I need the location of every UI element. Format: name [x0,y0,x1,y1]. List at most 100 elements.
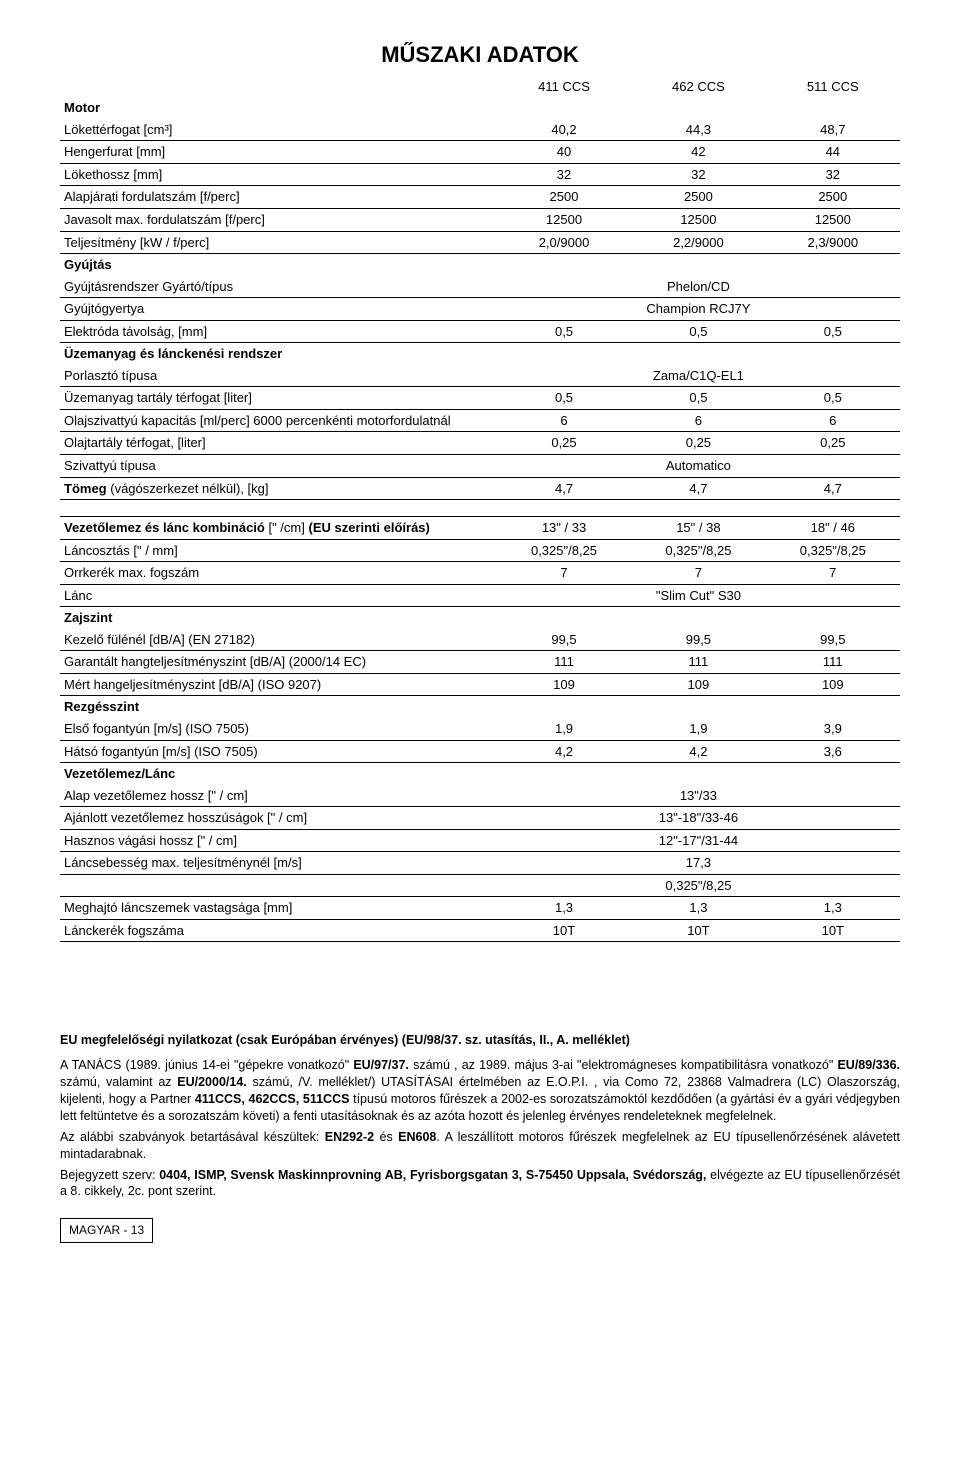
row-label: Gyújtásrendszer Gyártó/típus [60,276,497,298]
row-value: 10T [766,919,900,942]
row-value: 109 [631,673,765,696]
row-label: Meghajtó láncszemek vastagsága [mm] [60,897,497,920]
row-value: 3,9 [766,718,900,740]
row-value: 0,5 [497,320,631,343]
row-value: 2500 [766,186,900,209]
row-value: 17,3 [497,852,900,875]
row-value: 1,9 [497,718,631,740]
section-header: Vezetőlemez/Lánc [60,763,497,785]
row-label: Üzemanyag tartály térfogat [liter] [60,387,497,410]
col-header: 462 CCS [631,76,765,98]
section-header: Zajszint [60,607,497,629]
row-value: 6 [497,409,631,432]
row-value: 1,3 [766,897,900,920]
row-value: 4,7 [766,477,900,500]
row-value: 111 [766,651,900,674]
row-value: 4,2 [497,740,631,763]
row-value: 1,3 [497,897,631,920]
row-value: 12500 [497,208,631,231]
row-value: 12500 [766,208,900,231]
row-label: Porlasztó típusa [60,365,497,387]
row-value: 99,5 [766,629,900,651]
row-label: Lökettérfogat [cm³] [60,119,497,141]
row-value: 111 [631,651,765,674]
row-label: Lánc [60,584,497,607]
row-label: Elektróda távolság, [mm] [60,320,497,343]
row-value: 109 [766,673,900,696]
row-value: 32 [497,163,631,186]
row-value: 2500 [497,186,631,209]
row-value: 10T [631,919,765,942]
row-label: Javasolt max. fordulatszám [f/perc] [60,208,497,231]
row-value: 48,7 [766,119,900,141]
row-label: Lánckerék fogszáma [60,919,497,942]
declaration-line3: Bejegyzett szerv: 0404, ISMP, Svensk Mas… [60,1167,900,1201]
col-header-blank [60,76,497,98]
row-label: Szivattyú típusa [60,454,497,477]
row-value: 15" / 38 [631,517,765,540]
row-label: Ajánlott vezetőlemez hosszúságok [" / cm… [60,807,497,830]
declaration-line2: Az alábbi szabványok betartásával készül… [60,1129,900,1163]
row-label: Olajtartály térfogat, [liter] [60,432,497,455]
row-label: Tömeg (vágószerkezet nélkül), [kg] [60,477,497,500]
row-value: 0,25 [631,432,765,455]
row-value: 0,5 [766,387,900,410]
row-value: Phelon/CD [497,276,900,298]
row-value: 7 [497,562,631,585]
declaration-body: A TANÁCS (1989. június 14-ei "gépekre vo… [60,1057,900,1125]
section-header: Motor [60,97,497,119]
row-value: 40 [497,141,631,164]
section-header: Gyújtás [60,254,497,276]
row-value: 7 [766,562,900,585]
row-value: 109 [497,673,631,696]
row-value: 13" / 33 [497,517,631,540]
row-label: Garantált hangteljesítményszint [dB/A] (… [60,651,497,674]
row-value: Champion RCJ7Y [497,298,900,321]
row-value: 99,5 [631,629,765,651]
row-value: 13"-18"/33-46 [497,807,900,830]
row-value: 2,0/9000 [497,231,631,254]
row-label: Mért hangeljesítményszint [dB/A] (ISO 92… [60,673,497,696]
declaration: EU megfelelőségi nyilatkozat (csak Európ… [60,1032,900,1242]
col-header: 411 CCS [497,76,631,98]
row-value: "Slim Cut" S30 [497,584,900,607]
row-value: 1,9 [631,718,765,740]
row-value: 3,6 [766,740,900,763]
row-label: Alapjárati fordulatszám [f/perc] [60,186,497,209]
row-value: 4,7 [497,477,631,500]
row-value: 4,7 [631,477,765,500]
row-value: 111 [497,651,631,674]
spec-table: 411 CCS462 CCS511 CCS MotorLökettérfogat … [60,76,900,943]
row-value: 40,2 [497,119,631,141]
row-value: 6 [631,409,765,432]
row-value: 0,5 [497,387,631,410]
row-value: 2,2/9000 [631,231,765,254]
row-value: 99,5 [497,629,631,651]
row-value: 13"/33 [497,785,900,807]
row-label: Hasznos vágási hossz [" / cm] [60,829,497,852]
row-value: 12500 [631,208,765,231]
row-label: Láncsebesség max. teljesítménynél [m/s] [60,852,497,875]
row-label: Hátsó fogantyún [m/s] (ISO 7505) [60,740,497,763]
row-value: 42 [631,141,765,164]
row-value: 7 [631,562,765,585]
row-value: 32 [766,163,900,186]
row-label: Első fogantyún [m/s] (ISO 7505) [60,718,497,740]
col-header: 511 CCS [766,76,900,98]
row-value: 10T [497,919,631,942]
page-label: MAGYAR - 13 [60,1218,153,1242]
row-label: Alap vezetőlemez hossz [" / cm] [60,785,497,807]
row-value: 0,25 [497,432,631,455]
row-value: 0,5 [631,320,765,343]
row-value: 44,3 [631,119,765,141]
row-value: 32 [631,163,765,186]
row-value: 0,5 [631,387,765,410]
row-value: 0,325"/8,25 [497,539,631,562]
row-value: 0,325"/8,25 [766,539,900,562]
row-value: 2,3/9000 [766,231,900,254]
row-label: Láncosztás [" / mm] [60,539,497,562]
row-value: 0,5 [766,320,900,343]
row-value: Automatico [497,454,900,477]
row-label: Kezelő fülénél [dB/A] (EN 27182) [60,629,497,651]
page-title: MŰSZAKI ADATOK [60,40,900,70]
